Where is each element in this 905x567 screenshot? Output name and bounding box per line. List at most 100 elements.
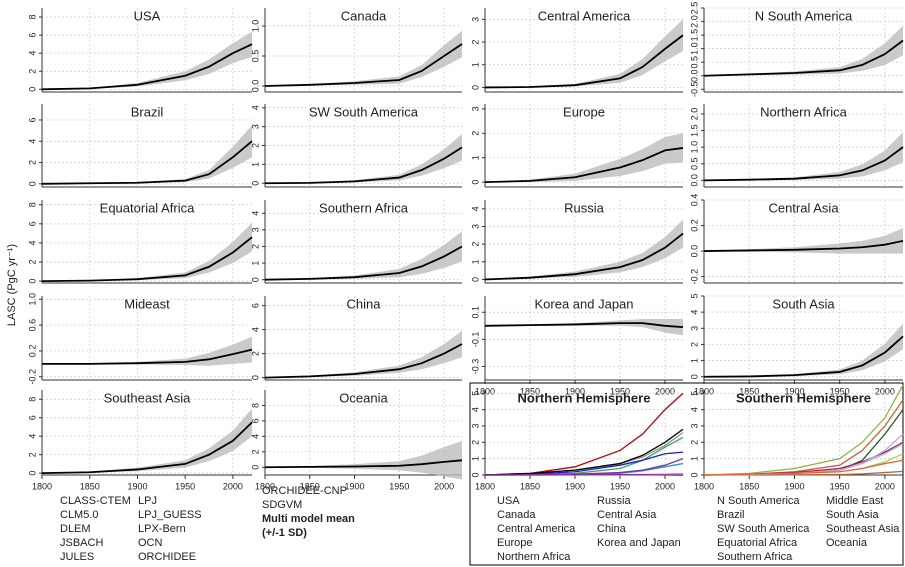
series-line <box>41 140 253 185</box>
y-tick-label: 0.5 <box>689 158 699 171</box>
y-tick-label: 1 <box>470 259 480 264</box>
y-tick-label: 4 <box>250 105 260 110</box>
sd-band <box>485 19 683 88</box>
y-tick-label: 2 <box>689 440 699 445</box>
y-tick-label: 6 <box>27 415 37 420</box>
y-tick-label: 1 <box>689 456 699 461</box>
y-tick-label: 8 <box>250 403 260 408</box>
panel-title: Mideast <box>124 296 170 311</box>
legend-label: USA <box>497 495 520 507</box>
y-tick-label: 0 <box>27 279 37 284</box>
y-tick-label: 0 <box>250 465 260 470</box>
legend-label: Central America <box>497 523 576 535</box>
panel-title: Central Asia <box>768 200 839 215</box>
series-line <box>264 245 463 281</box>
hemisphere-box <box>469 382 904 566</box>
sd-band <box>42 408 252 474</box>
y-tick-label: 0.5 <box>689 56 699 69</box>
y-tick-label: 1.0 <box>689 141 699 154</box>
x-tick-label: 1900 <box>784 481 804 491</box>
y-tick-label: 6 <box>250 303 260 308</box>
y-tick-label: 2.5 <box>689 2 699 15</box>
legend-label: Middle East <box>826 495 883 507</box>
series-line <box>703 459 904 476</box>
y-tick-label: 4 <box>250 327 260 332</box>
y-tick-label: 1 <box>470 155 480 160</box>
y-tick-label: 0 <box>470 472 480 477</box>
y-tick-label: -0.1 <box>470 332 480 348</box>
x-tick-label: 2000 <box>875 481 895 491</box>
y-tick-label: 0 <box>27 471 37 476</box>
y-tick-label: 0.4 <box>689 194 699 207</box>
sd-band <box>42 336 252 366</box>
x-tick-label: 1800 <box>32 481 52 491</box>
sd-band <box>485 133 683 183</box>
y-tick-label: 2 <box>250 351 260 356</box>
series-line <box>264 146 463 185</box>
series-line <box>484 34 684 89</box>
y-tick-label: 4 <box>250 434 260 439</box>
legend-label: Korea and Japan <box>597 537 681 549</box>
panel-title: Europe <box>563 104 605 119</box>
series-line <box>484 392 684 476</box>
y-tick-label: 1 <box>689 358 699 363</box>
y-tick-label: 0 <box>27 181 37 186</box>
series-line <box>41 43 253 91</box>
series-line <box>703 433 904 476</box>
y-tick-label: 2 <box>27 260 37 265</box>
series-line <box>41 421 253 475</box>
y-tick-label: 0 <box>689 374 699 379</box>
y-axis-label: LASC (PgC yr⁻¹) <box>6 244 18 326</box>
y-tick-label: 1.0 <box>689 42 699 55</box>
y-tick-label: 4 <box>470 206 480 211</box>
y-tick-label: -0.2 <box>27 369 37 385</box>
sd-band <box>485 319 683 336</box>
legend-label: Northern Africa <box>497 551 571 563</box>
y-tick-label: 6 <box>27 117 37 122</box>
panel-title: Northern Hemisphere <box>518 390 651 405</box>
legend-label: SDGVM <box>262 499 302 511</box>
sd-band <box>42 222 252 282</box>
x-tick-label: 1850 <box>80 481 100 491</box>
legend-label: DLEM <box>60 523 91 535</box>
y-tick-label: 0.1 <box>470 306 480 319</box>
x-tick-label: 1800 <box>475 481 495 491</box>
y-tick-label: 0 <box>470 85 480 90</box>
sd-band <box>42 125 252 184</box>
y-tick-label: 0 <box>470 277 480 282</box>
series-line <box>703 335 904 378</box>
y-tick-label: 1 <box>250 261 260 266</box>
y-tick-label: 8 <box>27 15 37 20</box>
y-tick-label: 3 <box>689 423 699 428</box>
y-tick-label: 2 <box>27 160 37 165</box>
y-tick-label: 4 <box>689 310 699 315</box>
y-tick-label: 1.5 <box>689 29 699 42</box>
y-tick-label: 0 <box>27 87 37 92</box>
x-tick-label: 1850 <box>520 481 540 491</box>
y-tick-label: 0 <box>250 277 260 282</box>
y-tick-label: 4 <box>27 139 37 144</box>
y-tick-label: 4 <box>27 434 37 439</box>
y-tick-label: 0.2 <box>27 345 37 358</box>
x-tick-label: 1850 <box>739 481 759 491</box>
panel-title: Southern Africa <box>319 200 409 215</box>
y-tick-label: 0.0 <box>250 80 260 93</box>
x-tick-label: 1950 <box>830 481 850 491</box>
y-tick-label: 2 <box>250 143 260 148</box>
y-tick-label: 2 <box>470 40 480 45</box>
y-tick-label: 0 <box>470 180 480 185</box>
series-line <box>42 348 253 365</box>
y-tick-label: 1 <box>250 162 260 167</box>
series-line <box>703 399 904 476</box>
legend-label: LPJ_GUESS <box>138 509 202 521</box>
legend-label: Central Asia <box>597 509 657 521</box>
legend-label: (+/-1 SD) <box>262 527 307 539</box>
panel-title: South Asia <box>772 296 835 311</box>
legend-label: South Asia <box>826 509 879 521</box>
x-tick-label: 2000 <box>434 481 454 491</box>
legend-label: OCN <box>138 537 163 549</box>
y-tick-label: 3 <box>470 224 480 229</box>
y-tick-label: 0 <box>250 181 260 186</box>
x-tick-label: 1800 <box>255 481 275 491</box>
